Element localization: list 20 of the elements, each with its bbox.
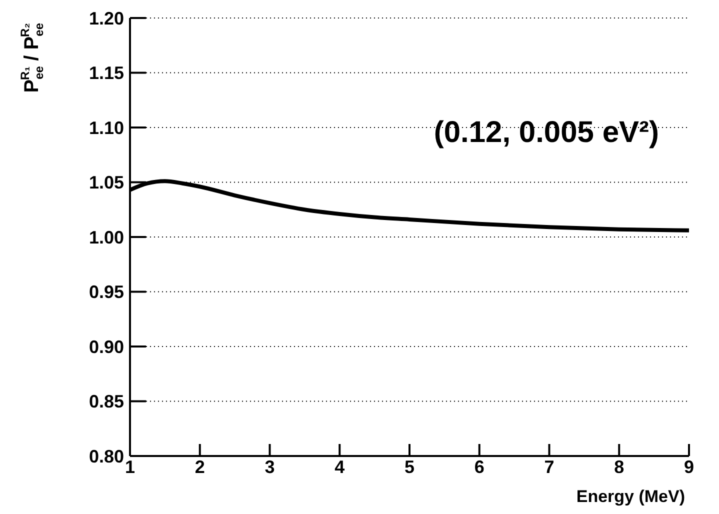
x-tick-label: 6 (474, 456, 484, 477)
x-tick-label: 9 (684, 456, 694, 477)
x-tick-label: 5 (404, 456, 415, 477)
x-tick-label: 4 (334, 456, 345, 477)
y-tick-label: 0.80 (88, 446, 124, 466)
x-tick-label: 1 (124, 456, 136, 477)
y-tick-label: 0.90 (88, 336, 124, 357)
x-tick-label: 2 (194, 456, 205, 477)
y-tick-label: 0.95 (88, 282, 124, 302)
x-tick-label: 3 (264, 456, 275, 477)
y-tick-label: 1.05 (88, 172, 124, 193)
y-tick-label: 1.10 (88, 118, 124, 138)
y-tick-label: 1.15 (88, 63, 124, 84)
y-tick-label: 0.85 (88, 392, 124, 412)
annotation: (0.12, 0.005 eV²) (434, 116, 659, 150)
y-tick-label: 1.00 (88, 227, 124, 248)
x-tick-label: 7 (544, 456, 554, 477)
y-tick-label: 1.20 (88, 8, 124, 28)
x-axis-title: Energy (MeV) (576, 487, 685, 506)
x-tick-label: 8 (614, 456, 624, 477)
